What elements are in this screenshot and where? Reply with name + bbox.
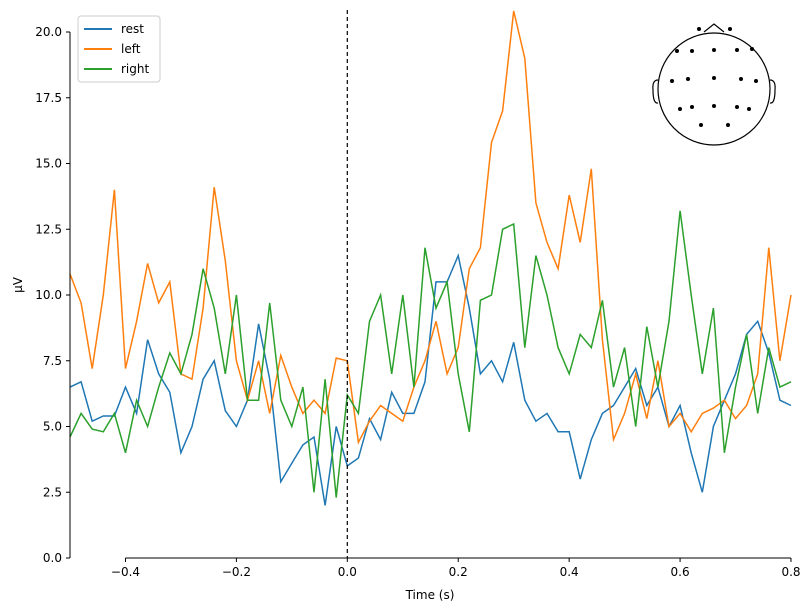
x-tick-label: −0.4: [111, 565, 140, 579]
legend-box: [77, 15, 161, 83]
x-tick-label: 0.8: [781, 565, 800, 579]
x-axis-label: Time (s): [405, 588, 455, 602]
series-line-rest: [69, 253, 792, 506]
legend-label-right: right: [121, 62, 149, 76]
y-tick-label: 12.5: [35, 222, 62, 236]
y-tick-label: 20.0: [35, 25, 62, 39]
sensor-head-inset: [652, 23, 776, 146]
legend-label-rest: rest: [121, 22, 144, 36]
x-tick-label: 0.2: [449, 565, 468, 579]
x-tick-label: 0.4: [560, 565, 579, 579]
series-line-right: [69, 210, 792, 498]
left-ear-icon: [652, 79, 659, 104]
y-tick-label: 2.5: [43, 485, 62, 499]
x-tick-label: 0.6: [671, 565, 690, 579]
y-tick-label: 15.0: [35, 157, 62, 171]
legend-label-left: left: [121, 42, 141, 56]
right-ear-icon: [769, 79, 776, 104]
y-tick-label: 0.0: [43, 551, 62, 565]
sensor-dots: [670, 27, 758, 127]
legend: rest left right: [77, 15, 161, 83]
series-line-left: [69, 10, 792, 445]
series-lines: [69, 10, 792, 506]
nose-icon: [703, 23, 725, 33]
y-tick-label: 10.0: [35, 288, 62, 302]
x-ticks: −0.4 −0.2 0.0 0.2 0.4 0.6 0.8: [111, 558, 801, 579]
y-tick-label: 17.5: [35, 91, 62, 105]
x-tick-label: −0.2: [222, 565, 251, 579]
y-ticks: 0.0 2.5 5.0 7.5 10.0 12.5 15.0 17.5 20.0: [35, 25, 70, 565]
y-tick-label: 7.5: [43, 354, 62, 368]
x-tick-label: 0.0: [338, 565, 357, 579]
head-outline: [657, 32, 771, 146]
y-axis-label: µV: [11, 276, 25, 293]
y-tick-label: 5.0: [43, 420, 62, 434]
